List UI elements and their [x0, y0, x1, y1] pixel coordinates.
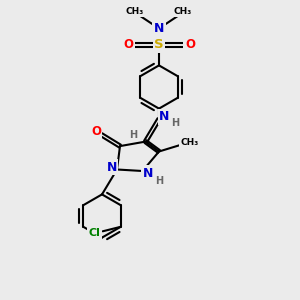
Text: H: H — [171, 118, 180, 128]
Text: N: N — [159, 110, 170, 123]
Text: N: N — [154, 22, 164, 35]
Text: O: O — [185, 38, 195, 52]
Text: N: N — [106, 160, 117, 174]
Text: H: H — [155, 176, 163, 186]
Text: Cl: Cl — [88, 228, 100, 238]
Text: CH₃: CH₃ — [126, 7, 144, 16]
Text: O: O — [91, 125, 101, 138]
Text: O: O — [123, 38, 133, 52]
Text: CH₃: CH₃ — [181, 138, 199, 147]
Text: S: S — [154, 38, 164, 52]
Text: H: H — [129, 130, 137, 140]
Text: CH₃: CH₃ — [174, 7, 192, 16]
Text: N: N — [143, 167, 153, 180]
